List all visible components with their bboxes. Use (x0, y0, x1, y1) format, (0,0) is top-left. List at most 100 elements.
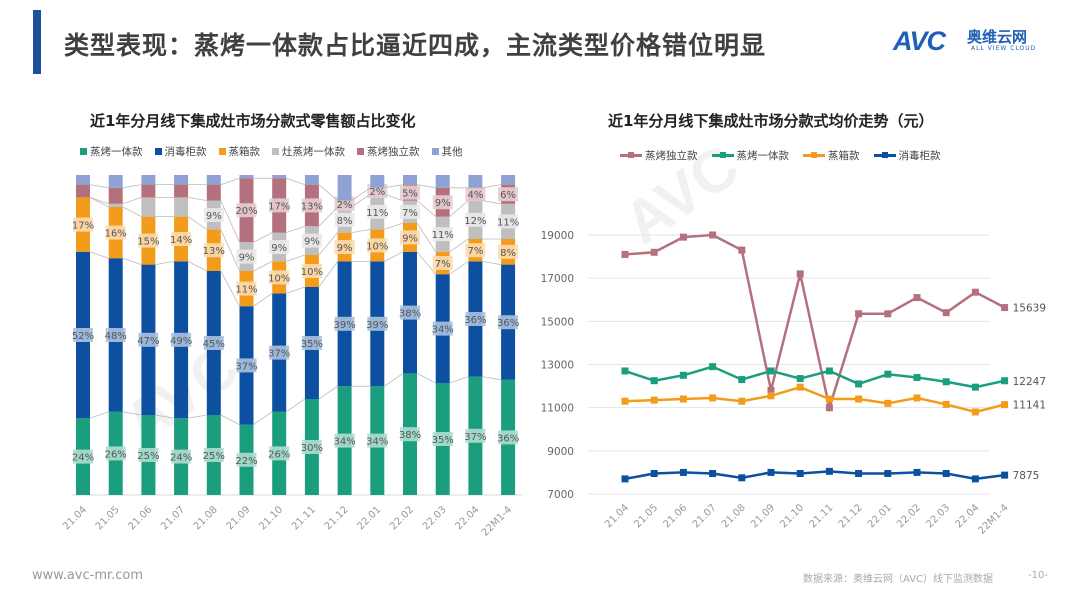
data-label: 34% (366, 437, 388, 448)
series-connector (416, 251, 437, 275)
data-label-bg (498, 430, 519, 445)
data-label: 13% (203, 246, 225, 257)
end-value-label: 15639 (1013, 303, 1046, 315)
data-label-bg (334, 433, 355, 448)
data-point (913, 373, 921, 381)
bar-segment (206, 184, 221, 201)
data-label: 9% (304, 237, 320, 248)
x-tick-label: 22.02 (388, 504, 416, 532)
data-label: 9% (402, 233, 418, 244)
data-point (738, 474, 746, 482)
data-label-bg (203, 243, 224, 258)
data-label-bg (301, 264, 322, 278)
data-label-bg (334, 212, 355, 227)
data-point (767, 386, 775, 394)
series-connector (286, 254, 306, 262)
data-label-bg (73, 449, 93, 464)
data-label: 39% (366, 320, 388, 331)
series-connector (187, 261, 207, 272)
series-connector (122, 257, 142, 265)
data-label: 22% (235, 456, 257, 467)
series-connector (89, 251, 109, 259)
series-connector (482, 184, 502, 189)
data-point (709, 363, 717, 371)
title-accent-bar (33, 10, 41, 74)
data-label-bg (432, 195, 453, 210)
data-label: 26% (268, 449, 290, 460)
series-connector (220, 177, 240, 185)
bar-segment (403, 175, 417, 185)
bar-segment (108, 203, 123, 207)
footer-source: 数据来源：奥维云网（AVC）线下监测数据 (803, 574, 994, 585)
x-tick-label: 21.06 (661, 502, 689, 530)
data-point (621, 367, 629, 375)
series-connector (449, 376, 469, 384)
footer-website: www.avc-mr.com (32, 568, 144, 583)
series-connector (155, 414, 175, 419)
data-point (621, 397, 629, 405)
data-label-bg (301, 336, 322, 350)
x-tick-label: 21.04 (61, 504, 89, 532)
legend-item: 蒸箱款 (803, 148, 860, 163)
data-point (1001, 401, 1009, 409)
bar-segment (239, 175, 254, 179)
data-point (825, 367, 833, 375)
bar-segment (370, 175, 385, 188)
series-connector (89, 197, 109, 208)
data-label: 36% (497, 318, 519, 329)
data-label: 26% (105, 449, 127, 460)
legend-item: 其他 (431, 144, 463, 159)
data-point (942, 469, 950, 477)
data-label: 15% (137, 237, 159, 248)
x-tick-label: 21.11 (807, 502, 835, 530)
data-label-bg (432, 432, 453, 446)
x-tick-label: 21.08 (720, 502, 748, 530)
data-point (884, 370, 892, 378)
data-label: 36% (464, 315, 486, 326)
end-value-label: 7875 (1013, 470, 1040, 482)
data-label: 13% (301, 201, 323, 212)
data-point (679, 371, 687, 379)
data-label-bg (105, 225, 126, 240)
series-connector (482, 200, 502, 205)
data-label-bg (367, 433, 388, 448)
data-point (679, 233, 687, 241)
bar-segment (141, 175, 156, 185)
legend-item: 蒸烤一体款 (711, 148, 789, 163)
data-label-bg (269, 270, 290, 285)
data-point (679, 468, 687, 476)
data-point (767, 367, 775, 375)
data-label-bg (138, 448, 159, 462)
logo-cn: 奥维云网 (967, 28, 1028, 46)
series-connector (253, 261, 273, 272)
data-label: 37% (268, 349, 290, 360)
data-label-bg (301, 440, 322, 454)
data-label-bg (301, 233, 322, 248)
bar-segment (174, 175, 189, 185)
data-point (971, 288, 979, 296)
data-label-bg (269, 446, 290, 461)
data-point (913, 468, 921, 476)
data-label: 38% (399, 430, 421, 441)
bar-segment (435, 175, 450, 188)
data-label-bg (367, 316, 388, 331)
logo-mark: AVC (893, 26, 946, 56)
x-tick-label: 21.07 (691, 502, 719, 530)
data-label-bg (203, 448, 224, 462)
left-chart-legend: 蒸烤一体款 消毒柜款 蒸箱款 灶蒸烤一体款 蒸烤独立款 其他 (80, 144, 463, 159)
data-point (738, 246, 746, 254)
data-label-bg (171, 232, 192, 246)
series-connector (318, 206, 338, 227)
data-point (650, 377, 658, 385)
data-label-bg (465, 243, 486, 258)
series-connector (449, 261, 469, 275)
data-label: 34% (333, 437, 355, 448)
data-label-bg (400, 185, 420, 200)
data-label: 8% (337, 216, 353, 227)
data-point (1001, 304, 1009, 312)
data-label-bg (236, 281, 257, 296)
data-label-bg (400, 305, 420, 320)
data-label-bg (269, 240, 290, 254)
series-connector (384, 373, 404, 387)
